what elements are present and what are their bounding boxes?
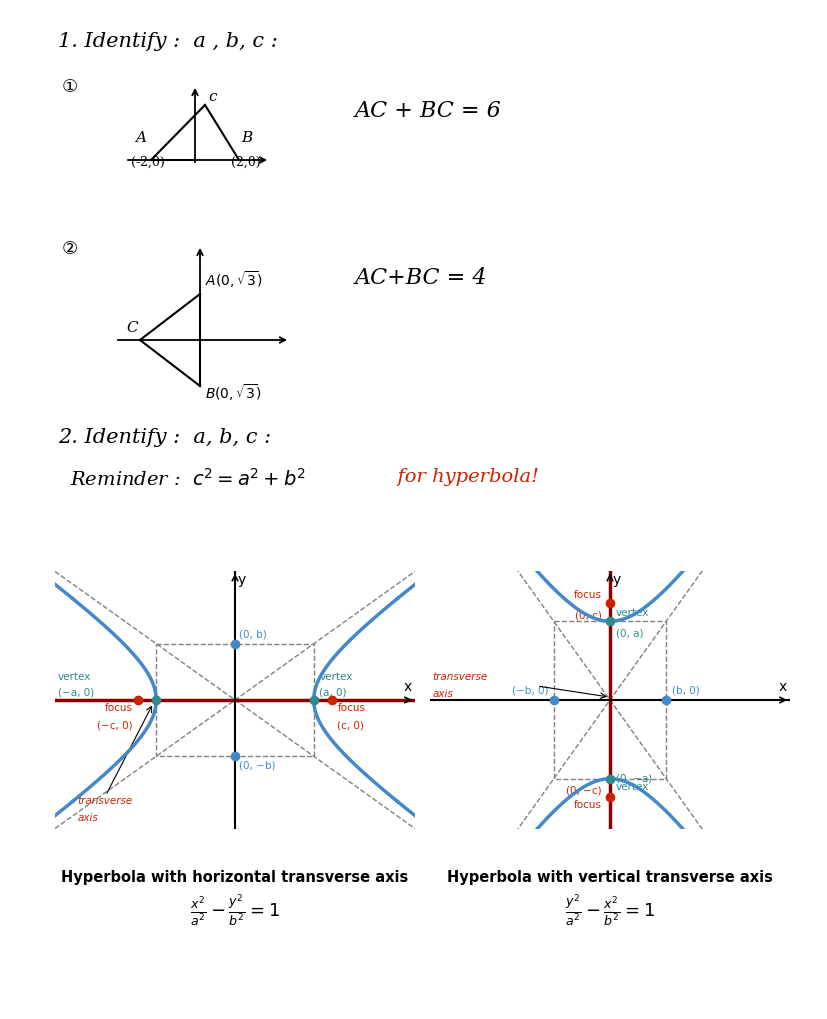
Text: vertex: vertex (58, 673, 91, 683)
Text: ②: ② (62, 240, 78, 258)
Text: Reminder :  $c^2 = a^2 + b^2$: Reminder : $c^2 = a^2 + b^2$ (70, 468, 306, 490)
Text: focus: focus (337, 703, 365, 713)
Text: y: y (237, 574, 246, 587)
Text: (−b, 0): (−b, 0) (511, 685, 547, 695)
Text: (0, b): (0, b) (239, 630, 266, 640)
Text: c: c (208, 90, 216, 104)
Text: B: B (241, 131, 252, 145)
Text: Hyperbola with vertical transverse axis: Hyperbola with vertical transverse axis (447, 870, 772, 884)
Text: x: x (778, 681, 786, 694)
Text: C: C (126, 321, 137, 335)
Text: $\frac{y^2}{a^2} - \frac{x^2}{b^2} = 1$: $\frac{y^2}{a^2} - \frac{x^2}{b^2} = 1$ (564, 893, 654, 929)
Text: (−a, 0): (−a, 0) (58, 688, 94, 697)
Text: 1. Identify :  a , b, c :: 1. Identify : a , b, c : (58, 32, 277, 51)
Text: $A(0,\sqrt{3})$: $A(0,\sqrt{3})$ (205, 269, 262, 290)
Text: (0, c): (0, c) (574, 610, 601, 621)
Text: (0, −b): (0, −b) (239, 760, 275, 770)
Text: $B(0,\sqrt{3})$: $B(0,\sqrt{3})$ (205, 382, 262, 403)
Text: Hyperbola with horizontal transverse axis: Hyperbola with horizontal transverse axi… (61, 870, 409, 884)
Text: y: y (612, 574, 620, 587)
Text: focus: focus (573, 590, 601, 600)
Text: AC + BC = 6: AC + BC = 6 (355, 100, 501, 122)
Text: (c, 0): (c, 0) (337, 720, 364, 731)
Text: for hyperbola!: for hyperbola! (385, 468, 538, 486)
Text: AC+BC = 4: AC+BC = 4 (355, 267, 487, 289)
Text: transverse: transverse (78, 796, 132, 806)
Text: vertex: vertex (615, 782, 648, 792)
Text: focus: focus (573, 800, 601, 809)
Text: (0, a): (0, a) (615, 628, 643, 638)
Text: ①: ① (62, 78, 78, 96)
Text: vertex: vertex (319, 673, 352, 683)
Text: (b, 0): (b, 0) (671, 685, 699, 695)
Text: $\frac{x^2}{a^2} - \frac{y^2}{b^2} = 1$: $\frac{x^2}{a^2} - \frac{y^2}{b^2} = 1$ (189, 893, 280, 929)
Text: (−c, 0): (−c, 0) (97, 720, 132, 731)
Text: axis: axis (433, 689, 453, 699)
Text: focus: focus (104, 703, 132, 713)
Text: transverse: transverse (433, 673, 487, 683)
Text: vertex: vertex (615, 608, 648, 619)
Text: x: x (404, 681, 412, 694)
Text: (2,0): (2,0) (231, 156, 261, 169)
Text: axis: axis (78, 813, 98, 823)
Text: A: A (135, 131, 146, 145)
Text: (0, −a): (0, −a) (615, 773, 651, 784)
Text: (0, −c): (0, −c) (565, 786, 601, 796)
Text: (-2,0): (-2,0) (131, 156, 165, 169)
Text: 2. Identify :  a, b, c :: 2. Identify : a, b, c : (58, 428, 270, 447)
Text: (a, 0): (a, 0) (319, 688, 347, 697)
